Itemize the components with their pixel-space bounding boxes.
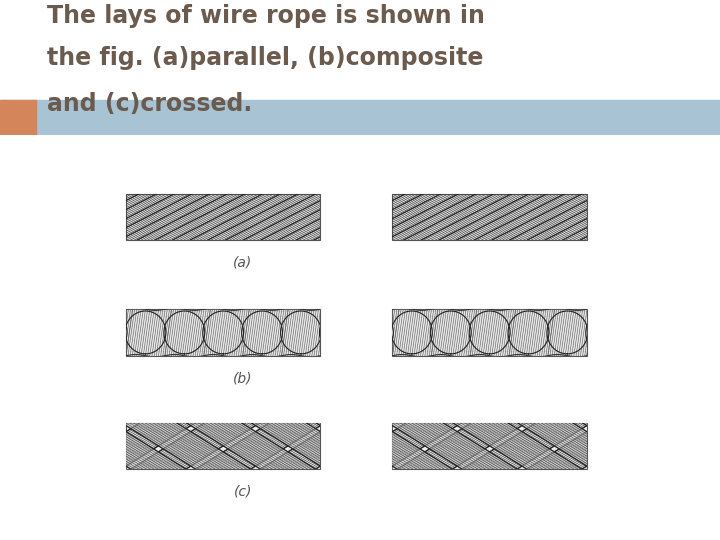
Bar	[392, 309, 587, 356]
Polygon shape	[508, 311, 549, 354]
Text: and (c)crossed.: and (c)crossed.	[47, 92, 252, 116]
Polygon shape	[196, 422, 325, 469]
Polygon shape	[657, 422, 720, 469]
Polygon shape	[121, 422, 251, 469]
Polygon shape	[258, 422, 387, 469]
Polygon shape	[164, 311, 204, 354]
Polygon shape	[431, 311, 471, 354]
Polygon shape	[452, 422, 582, 469]
Polygon shape	[333, 422, 462, 469]
Polygon shape	[469, 311, 510, 354]
Bar	[126, 422, 320, 469]
Polygon shape	[0, 422, 121, 469]
Polygon shape	[66, 422, 196, 469]
Polygon shape	[582, 422, 711, 469]
Polygon shape	[320, 311, 360, 354]
Text: (c): (c)	[233, 484, 252, 498]
Polygon shape	[251, 422, 380, 469]
Polygon shape	[592, 422, 720, 469]
Polygon shape	[203, 311, 243, 354]
Polygon shape	[586, 311, 626, 354]
Polygon shape	[387, 422, 517, 469]
Polygon shape	[359, 311, 399, 354]
Polygon shape	[315, 422, 445, 469]
Polygon shape	[131, 422, 261, 469]
Polygon shape	[261, 422, 390, 469]
Polygon shape	[86, 311, 127, 354]
Text: the fig. (a)parallel, (b)composite: the fig. (a)parallel, (b)composite	[47, 46, 483, 70]
Bar	[0, 100, 36, 135]
Bar	[126, 309, 320, 356]
Text: The lays of wire rope is shown in: The lays of wire rope is shown in	[47, 4, 485, 28]
Text: (b): (b)	[233, 371, 253, 385]
Polygon shape	[56, 422, 186, 469]
Bar	[392, 194, 587, 240]
Bar	[392, 422, 587, 469]
Polygon shape	[390, 422, 520, 469]
Bar	[126, 194, 320, 240]
Polygon shape	[325, 422, 455, 469]
Polygon shape	[527, 422, 657, 469]
Polygon shape	[281, 311, 321, 354]
Polygon shape	[517, 422, 647, 469]
Polygon shape	[323, 422, 452, 469]
Polygon shape	[625, 311, 665, 354]
Polygon shape	[242, 311, 282, 354]
Polygon shape	[397, 422, 527, 469]
Polygon shape	[125, 311, 166, 354]
Polygon shape	[186, 422, 315, 469]
Polygon shape	[462, 422, 592, 469]
Polygon shape	[392, 311, 432, 354]
Polygon shape	[547, 311, 588, 354]
Bar	[0, 100, 720, 135]
Polygon shape	[353, 311, 393, 354]
Text: (a): (a)	[233, 255, 252, 269]
